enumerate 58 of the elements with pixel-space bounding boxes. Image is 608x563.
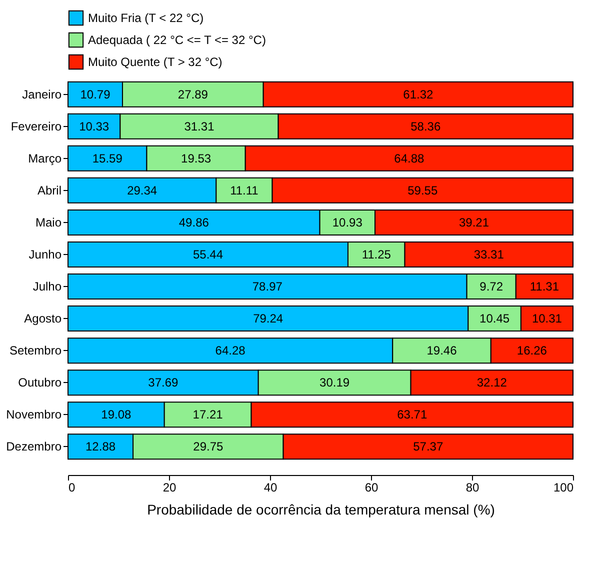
data-label: 19.53 [181, 151, 212, 166]
data-label: 37.69 [148, 376, 179, 390]
data-label: 10.79 [80, 87, 111, 102]
data-label: 10.45 [480, 312, 510, 326]
data-label: 31.31 [184, 119, 215, 134]
data-label: 10.33 [79, 119, 110, 134]
y-tick-label: Agosto [24, 312, 62, 326]
data-label: 58.36 [410, 119, 441, 134]
y-tick-label: Junho [28, 247, 62, 262]
y-tick-label: Fevereiro [10, 119, 62, 134]
legend-label: Adequada ( 22 °C <= T <= 32 °C) [88, 33, 266, 47]
data-label: 19.46 [426, 344, 458, 358]
data-label: 64.88 [394, 151, 425, 166]
data-label: 10.93 [332, 215, 363, 230]
y-tick-label: Maio [35, 215, 62, 230]
data-label: 63.71 [397, 408, 428, 422]
y-tick-label: Janeiro [22, 87, 62, 102]
legend-label: Muito Fria (T < 22 °C) [88, 11, 204, 25]
y-tick-label: Julho [32, 280, 62, 294]
data-label: 55.44 [192, 247, 224, 262]
data-label: 30.19 [320, 376, 350, 390]
x-tick-label: 0 [68, 480, 76, 494]
y-tick-label: Dezembro [6, 440, 62, 454]
y-tick-label: Outubro [18, 376, 62, 390]
data-label: 49.86 [178, 215, 210, 230]
x-tick-label: 60 [364, 480, 378, 494]
data-label: 15.59 [92, 151, 123, 166]
data-label: 33.31 [474, 247, 504, 262]
x-tick-label: 40 [264, 480, 278, 494]
data-label: 32.12 [476, 376, 508, 390]
x-tick-label: 100 [553, 480, 574, 494]
data-label: 27.89 [178, 87, 208, 102]
data-label: 10.31 [532, 312, 562, 326]
data-label: 17.21 [192, 408, 224, 422]
data-label: 61.32 [403, 87, 434, 102]
data-label: 12.88 [86, 440, 116, 454]
data-label: 11.31 [530, 280, 560, 294]
data-label: 39.21 [458, 215, 490, 230]
y-tick-label: Setembro [9, 344, 62, 358]
x-tick-label: 80 [466, 480, 480, 494]
data-label: 11.11 [230, 183, 259, 198]
y-tick-label: Abril [37, 183, 62, 198]
data-label: 29.34 [127, 183, 158, 198]
data-label: 11.25 [362, 247, 392, 262]
y-tick-label: Novembro [6, 408, 62, 422]
data-label: 79.24 [253, 312, 284, 326]
data-label: 57.37 [413, 440, 444, 454]
data-label: 19.08 [101, 408, 132, 422]
y-tick-label: Março [28, 151, 62, 166]
data-label: 29.75 [193, 440, 224, 454]
data-label: 64.28 [215, 344, 246, 358]
x-tick-label: 20 [162, 480, 176, 494]
data-label: 16.26 [516, 344, 548, 358]
data-label: 78.97 [252, 280, 283, 294]
data-label: 59.55 [408, 183, 438, 198]
data-label: 9.72 [480, 280, 504, 294]
legend-label: Muito Quente (T > 32 °C) [88, 55, 222, 69]
x-axis-title: Probabilidade de ocorrência da temperatura mensal (%) [147, 502, 495, 518]
